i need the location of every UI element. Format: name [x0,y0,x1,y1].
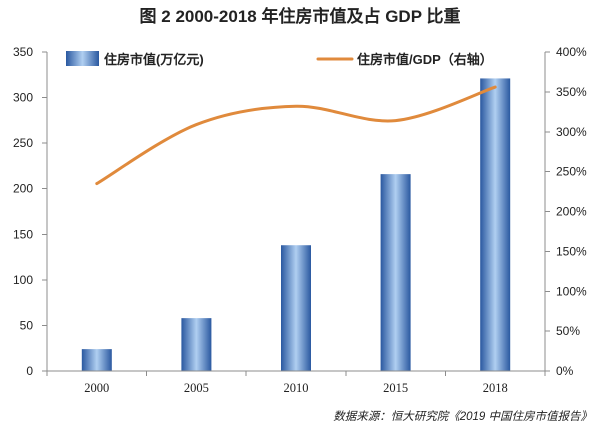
bar-2015 [380,174,411,371]
bar-2005 [181,318,212,371]
right-tick-label: 150% [556,244,587,258]
gdp-ratio-line [95,85,497,186]
x-tick-label-2000: 2000 [84,381,109,395]
chart-title: 图 2 2000-2018 年住房市值及占 GDP 比重 [140,6,461,26]
right-axis-ticks: 0% 50% 100% 150% 200% 250% 300% 350% 400% [545,45,587,378]
legend: 住房市值(万亿元) 住房市值/GDP（右轴） [66,51,493,67]
right-tick-label: 350% [556,85,587,99]
right-tick-label: 400% [556,45,587,59]
legend-item-market-value: 住房市值(万亿元) [66,51,204,67]
x-tick-label-2005: 2005 [184,381,209,395]
right-tick-label: 250% [556,165,587,179]
legend-bar-label: 住房市值(万亿元) [104,52,204,67]
bar-series [81,78,511,371]
left-tick-label: 0 [26,364,33,378]
bar-2000 [81,349,112,371]
source-note: 数据来源：恒大研究院《2019 中国住房市值报告》 [333,410,592,423]
right-tick-label: 200% [556,205,587,219]
left-tick-label: 300 [13,91,33,105]
left-tick-label: 350 [13,45,33,59]
bar-2010 [281,245,311,371]
right-tick-label: 0% [556,364,574,378]
left-tick-label: 200 [13,182,33,196]
left-axis-ticks: 0 50 100 150 200 250 300 350 [13,45,47,378]
left-tick-label: 250 [13,136,33,150]
left-tick-label: 50 [20,318,34,332]
legend-item-gdp-ratio: 住房市值/GDP（右轴） [316,52,493,67]
x-axis-ticks: 2000 2005 2010 2015 2018 [46,371,546,395]
legend-bar-swatch [66,51,99,66]
right-tick-label: 100% [556,284,587,298]
gdp-ratio-series [95,85,497,186]
right-tick-label: 50% [556,324,580,338]
bar-2018 [480,78,511,371]
right-tick-label: 300% [556,125,587,139]
x-tick-label-2010: 2010 [284,381,309,395]
x-tick-label-2015: 2015 [383,381,408,395]
left-tick-label: 150 [13,227,33,241]
left-tick-label: 100 [13,273,33,287]
legend-line-label: 住房市值/GDP（右轴） [357,52,493,67]
x-tick-label-2018: 2018 [483,381,508,395]
